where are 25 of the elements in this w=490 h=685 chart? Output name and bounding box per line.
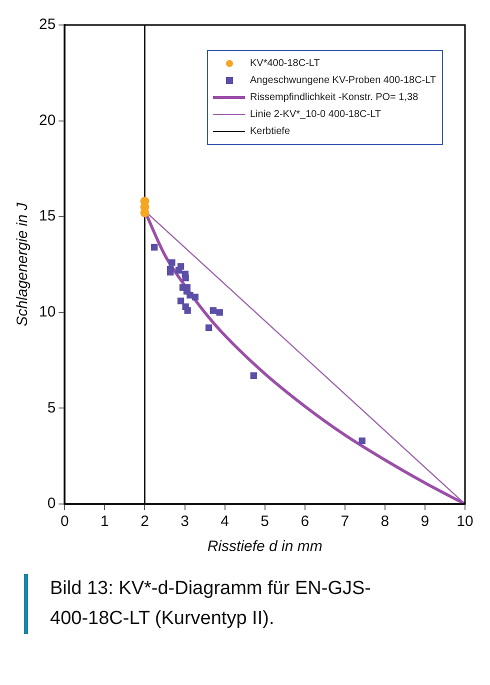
legend-label: KV*400-18C-LT [250, 57, 320, 71]
y-tick-label: 0 [47, 495, 56, 512]
x-axis-title: Risstiefe d in mm [207, 538, 322, 556]
x-tick-label: 6 [300, 513, 310, 530]
x-tick-label: 2 [140, 513, 149, 530]
y-tick-label: 5 [47, 399, 56, 416]
x-tick-label: 1 [100, 513, 109, 530]
x-tick-label: 10 [456, 513, 474, 530]
text: Bild 13: KV*-d-Diagramm für EN-GJS-400-18C-LT (Kurventyp II). [50, 577, 372, 631]
y-tick-label: 10 [38, 304, 56, 321]
legend-label: Linie 2-KV*_10-0 400-18C-LT [250, 108, 382, 122]
y-tick-label: 25 [38, 16, 56, 34]
x-tick-label: 4 [220, 513, 229, 530]
legend-label: Rissempfindlichkeit -Konstr. PO= 1,38 [250, 91, 418, 105]
legend-label: Angeschwungene KV-Proben 400-18C-LT [250, 74, 436, 88]
y-tick-label: 15 [38, 208, 56, 225]
x-tick-label: 3 [180, 513, 189, 530]
legend-label: Kerbtiefe [250, 125, 290, 139]
x-tick-label: 7 [340, 513, 350, 530]
x-tick-label: 0 [60, 513, 69, 530]
x-tick-label: 5 [260, 513, 270, 530]
x-tick-label: 8 [380, 513, 390, 530]
y-tick-label: 20 [38, 112, 56, 129]
x-tick-label: 9 [420, 513, 430, 530]
y-axis-title: Schlagenergie in J [14, 202, 32, 326]
